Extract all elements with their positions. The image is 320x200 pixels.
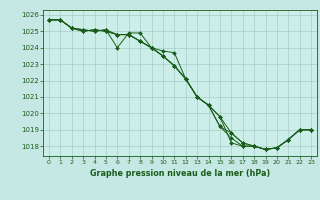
X-axis label: Graphe pression niveau de la mer (hPa): Graphe pression niveau de la mer (hPa) [90, 169, 270, 178]
